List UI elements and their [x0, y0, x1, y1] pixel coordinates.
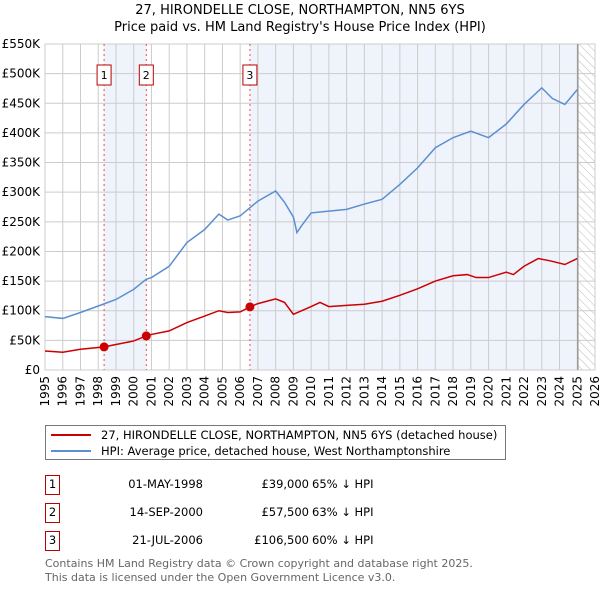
x-tick-label: 2005	[215, 376, 229, 407]
y-tick-label: £150K	[2, 274, 42, 288]
x-tick-label: 2001	[144, 376, 158, 407]
x-tick-label: 2011	[322, 376, 336, 407]
x-tick-label: 2002	[162, 376, 176, 407]
x-tick-label: 2023	[535, 376, 549, 407]
x-tick-label: 2016	[411, 376, 425, 407]
x-tick-label: 2025	[570, 376, 584, 407]
transaction-date: 21-JUL-2006	[132, 533, 203, 547]
transaction-marker-label: 2	[143, 69, 150, 82]
x-tick-label: 2017	[428, 376, 442, 407]
x-tick-label: 2020	[482, 376, 496, 407]
x-tick-label: 2007	[251, 376, 265, 407]
x-tick-label: 2004	[198, 376, 212, 407]
x-tick-label: 1997	[73, 376, 87, 407]
x-tick-label: 2021	[499, 376, 513, 407]
transaction-number: 2	[45, 503, 60, 523]
y-tick-label: £350K	[2, 156, 42, 170]
x-tick-label: 2022	[517, 376, 531, 407]
transaction-hpi-diff: 60% ↓ HPI	[312, 533, 374, 547]
transaction-price: £106,500	[254, 533, 309, 547]
legend: 27, HIRONDELLE CLOSE, NORTHAMPTON, NN5 6…	[45, 425, 507, 460]
transaction-hpi-diff: 63% ↓ HPI	[312, 505, 374, 519]
sale-point	[141, 331, 151, 341]
x-tick-label: 2000	[127, 376, 141, 407]
y-tick-label: £200K	[2, 244, 42, 258]
x-tick-label: 2013	[357, 376, 371, 407]
chart-subtitle: Price paid vs. HM Land Registry's House …	[114, 20, 486, 35]
x-tick-label: 2006	[233, 376, 247, 407]
x-tick-label: 2010	[304, 376, 318, 407]
y-tick-label: £100K	[2, 304, 42, 318]
shaded-region	[104, 44, 147, 370]
x-tick-label: 2014	[375, 376, 389, 407]
transaction-row: 3 21-JUL-2006 £106,500 60% ↓ HPI	[45, 531, 445, 551]
y-tick-label: £450K	[2, 96, 42, 110]
legend-label-hpi: HPI: Average price, detached house, West…	[101, 444, 451, 458]
x-tick-label: 2015	[393, 376, 407, 407]
hpi-line	[44, 86, 578, 320]
y-tick-label: £550K	[2, 37, 42, 51]
plot-border	[44, 43, 596, 371]
transaction-number: 1	[45, 475, 60, 495]
transaction-price: £57,500	[261, 505, 309, 519]
y-tick-label: £400K	[2, 126, 42, 140]
x-tick-label: 2019	[464, 376, 478, 407]
transaction-row: 1 01-MAY-1998 £39,000 65% ↓ HPI	[45, 475, 445, 495]
transaction-marker-label: 1	[101, 69, 108, 82]
x-tick-label: 1998	[91, 376, 105, 407]
transaction-marker-box	[96, 64, 112, 86]
footer-licence: This data is licensed under the Open Gov…	[45, 571, 396, 584]
chart-title: 27, HIRONDELLE CLOSE, NORTHAMPTON, NN5 6…	[135, 3, 465, 18]
price-paid-line	[44, 257, 578, 353]
transaction-price: £39,000	[261, 477, 309, 491]
transaction-date: 01-MAY-1998	[128, 477, 203, 491]
sale-point	[99, 342, 109, 352]
y-tick-label: £0	[25, 363, 40, 377]
transaction-row: 2 14-SEP-2000 £57,500 63% ↓ HPI	[45, 503, 445, 523]
x-tick-label: 1996	[56, 376, 70, 407]
legend-blue-line	[51, 450, 91, 452]
y-tick-label: £500K	[2, 67, 42, 81]
transaction-marker-label: 3	[246, 69, 253, 82]
footer-copyright: Contains HM Land Registry data © Crown c…	[45, 557, 473, 570]
transaction-number: 3	[45, 531, 60, 551]
x-tick-label: 2024	[553, 376, 567, 407]
future-hatch	[577, 44, 595, 370]
transaction-marker-box	[242, 64, 258, 86]
y-tick-label: £250K	[2, 215, 42, 229]
shaded-region	[249, 44, 578, 370]
transaction-date: 14-SEP-2000	[129, 505, 203, 519]
x-tick-label: 2003	[180, 376, 194, 407]
plot-area: 1995 1996 1997 1998 1999 2000 2001 2002 2003 2004…	[2, 37, 600, 407]
x-tick-label: 2026	[588, 376, 600, 407]
y-tick-label: £300K	[2, 185, 42, 199]
legend-label-property: 27, HIRONDELLE CLOSE, NORTHAMPTON, NN5 6…	[101, 428, 498, 442]
x-tick-label: 2018	[446, 376, 460, 407]
transaction-marker-box	[138, 64, 154, 86]
x-tick-label: 1995	[38, 376, 52, 407]
legend-red-line	[51, 434, 91, 436]
x-tick-label: 2009	[286, 376, 300, 407]
x-tick-label: 2012	[340, 376, 354, 407]
x-tick-label: 2008	[269, 376, 283, 407]
transaction-hpi-diff: 65% ↓ HPI	[312, 477, 374, 491]
sale-point	[245, 302, 255, 312]
y-tick-label: £50K	[9, 333, 41, 347]
x-tick-label: 1999	[109, 376, 123, 407]
